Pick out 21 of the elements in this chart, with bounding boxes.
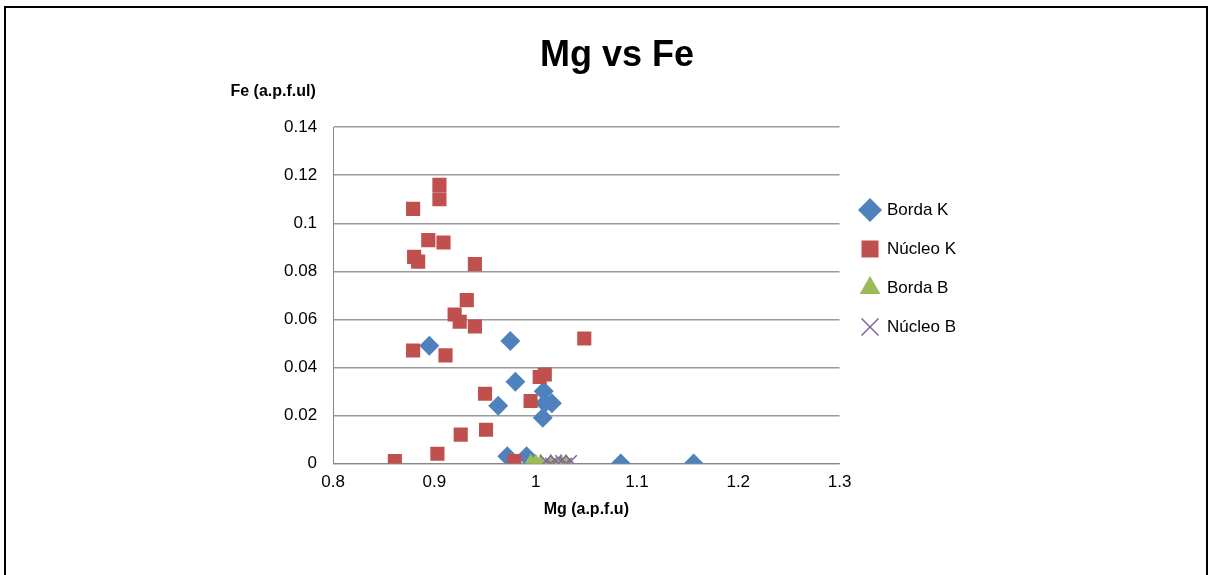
x-tick-label: 0.9 bbox=[422, 472, 447, 492]
x-axis-title: Mg (a.p.f.u) bbox=[543, 499, 629, 517]
legend-label: Borda B bbox=[887, 277, 949, 297]
y-tick-label: 0.04 bbox=[283, 357, 318, 377]
y-tick-label: 0.06 bbox=[283, 309, 318, 328]
y-tick-label: 0.1 bbox=[293, 212, 318, 232]
y-tick-label: 0.02 bbox=[283, 405, 318, 425]
x-tick-label: 1.3 bbox=[827, 472, 852, 492]
x-tick-label: 1 bbox=[530, 472, 541, 492]
legend-label: Borda K bbox=[887, 199, 950, 219]
y-tick-label: 0.14 bbox=[283, 116, 318, 136]
chart-title: Mg vs Fe bbox=[539, 32, 695, 74]
x-tick-label: 0.8 bbox=[321, 472, 345, 492]
x-tick-label: 1.2 bbox=[726, 472, 751, 492]
y-axis-title: Fe (a.p.f.ul) bbox=[230, 81, 316, 99]
y-tick-label: 0.08 bbox=[283, 260, 318, 280]
y-tick-label: 0 bbox=[307, 453, 318, 473]
legend-label: Núcleo B bbox=[887, 316, 956, 336]
x-tick-label: 1.1 bbox=[625, 472, 649, 492]
legend-label: Núcleo K bbox=[887, 238, 957, 258]
y-tick-label: 0.12 bbox=[283, 164, 318, 184]
